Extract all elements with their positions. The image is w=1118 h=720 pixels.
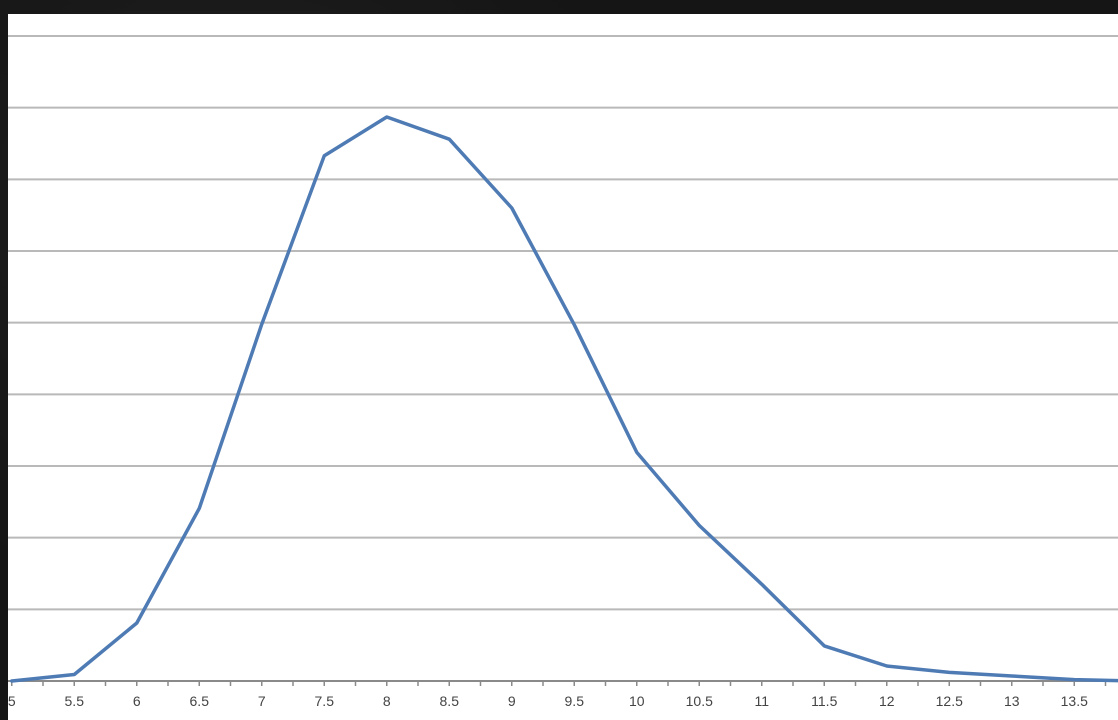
series-line <box>10 115 1118 683</box>
x-tick-label: 8 <box>383 693 391 709</box>
gridlines <box>8 35 1118 611</box>
series-layer <box>10 115 1118 683</box>
x-tick-label: 9.5 <box>565 693 585 709</box>
plot-area: 5 5.5 6 6.5 7 7.5 8 8.5 9 9.5 10 10.5 11 11.5 12 12.5 13… <box>8 14 1118 720</box>
x-tick-label: 13 <box>1004 693 1020 709</box>
x-tick-label: 6.5 <box>190 693 210 709</box>
x-tick-label: 10 <box>629 693 645 709</box>
x-tick-label: 8.5 <box>440 693 460 709</box>
x-tick-label: 5.5 <box>65 693 85 709</box>
x-tick-label: 12.5 <box>936 693 963 709</box>
x-tick-label: 12 <box>879 693 895 709</box>
line-chart: 5 5.5 6 6.5 7 7.5 8 8.5 9 9.5 10 10.5 11 11.5 12 12.5 13… <box>8 35 1118 709</box>
x-tick-label: 9 <box>508 693 516 709</box>
x-tick-label: 7.5 <box>315 693 335 709</box>
x-tick-labels: 5 5.5 6 6.5 7 7.5 8 8.5 9 9.5 10 10.5 11 11.5 12 12.5 13… <box>8 693 1088 709</box>
x-tick-label: 11.5 <box>811 693 837 709</box>
x-tick-label: 5 <box>8 693 16 709</box>
x-tick-label: 10.5 <box>686 693 713 709</box>
x-tick-label: 6 <box>133 693 141 709</box>
x-tick-label: 11 <box>754 693 769 709</box>
x-tick-label: 7 <box>258 693 266 709</box>
x-axis <box>8 680 1118 686</box>
x-tick-label: 13.5 <box>1061 693 1088 709</box>
